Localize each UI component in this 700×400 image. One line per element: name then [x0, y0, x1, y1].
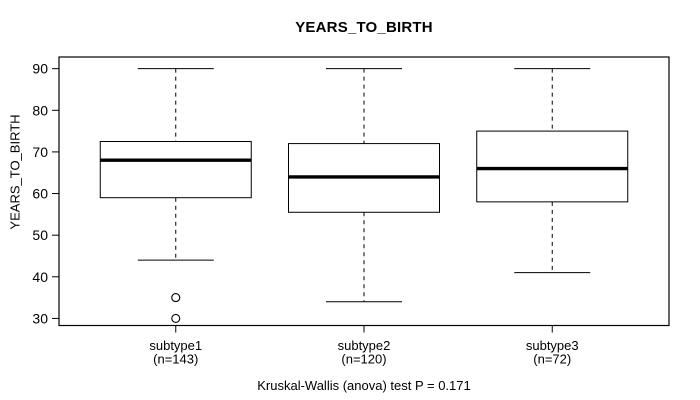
y-tick-label: 30: [32, 310, 48, 326]
category-label: subtype1: [149, 338, 202, 353]
chart-title: YEARS_TO_BIRTH: [295, 19, 433, 36]
category-sublabel: (n=72): [533, 352, 571, 367]
iqr-box: [476, 130, 629, 203]
category-label: subtype2: [338, 338, 391, 353]
outlier-point: [171, 293, 181, 303]
category-sublabel: (n=120): [341, 352, 386, 367]
y-tick-label: 60: [32, 186, 48, 202]
y-tick-label: 40: [32, 269, 48, 285]
category-sublabel: (n=143): [153, 352, 198, 367]
y-tick-label: 70: [32, 144, 48, 160]
outlier-point: [171, 313, 181, 323]
y-tick-label: 90: [32, 61, 48, 77]
category-label: subtype3: [526, 338, 579, 353]
stat-test-caption: Kruskal-Wallis (anova) test P = 0.171: [257, 378, 471, 393]
y-tick-label: 50: [32, 227, 48, 243]
iqr-box: [99, 141, 252, 199]
y-tick-label: 80: [32, 102, 48, 118]
